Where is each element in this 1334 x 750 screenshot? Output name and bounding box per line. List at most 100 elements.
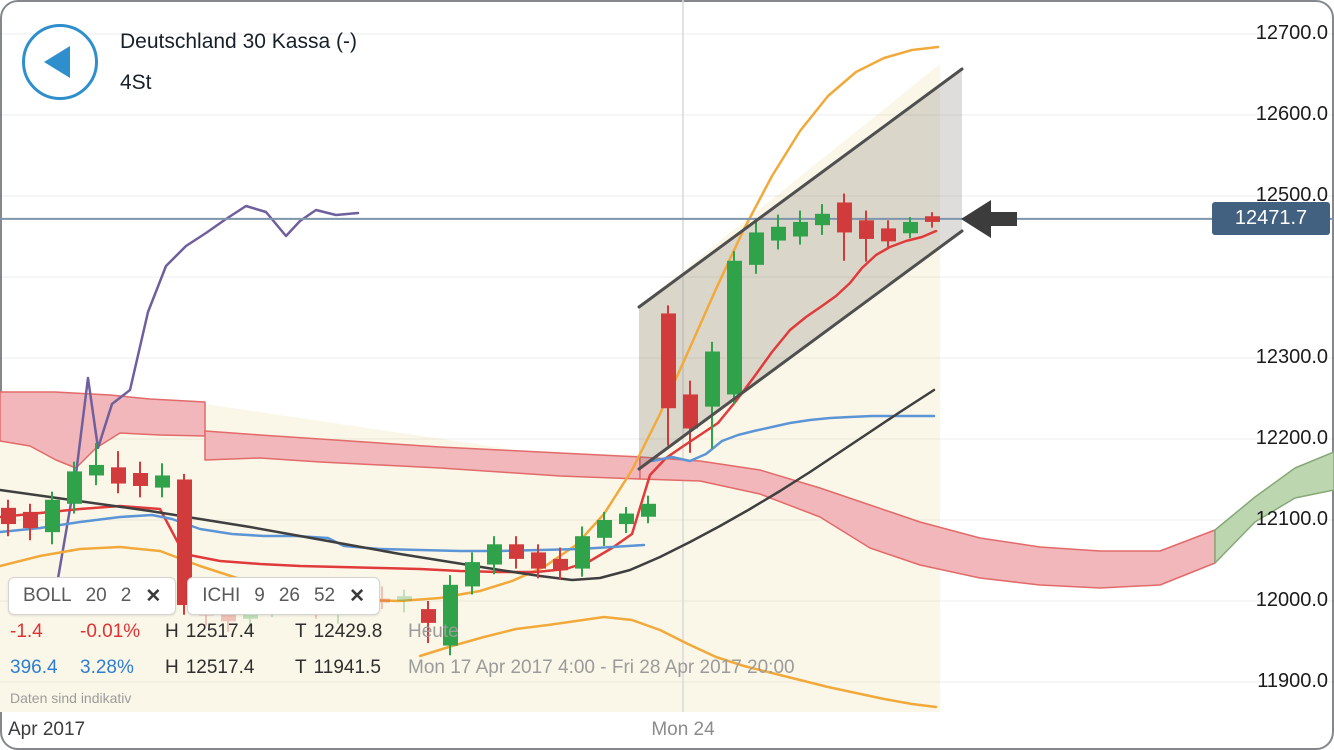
candle-body: [925, 216, 940, 222]
candle: [661, 305, 676, 446]
indicator-name: ICHI: [202, 585, 241, 606]
candle: [177, 473, 192, 615]
x-axis-label-day: Mon 24: [651, 719, 715, 740]
back-icon: [43, 46, 70, 78]
candle-body: [111, 467, 126, 484]
candle: [837, 193, 852, 261]
candle: [487, 536, 502, 575]
candle: [683, 380, 698, 453]
candle-body: [421, 609, 436, 623]
candle-body: [749, 232, 764, 265]
change-value: 396.4: [10, 657, 58, 678]
trend-channel-bottom-line: [637, 229, 964, 471]
change-percent: -0.01%: [80, 621, 141, 642]
candle-body: [705, 351, 720, 407]
current-price-badge: 12471.7: [1212, 201, 1330, 235]
chart-header: Deutschland 30 Kassa (-) 4St: [22, 24, 357, 100]
x-axis-label-month: Apr 2017: [8, 719, 86, 740]
change-value: -1.4: [10, 621, 43, 642]
candle-body: [553, 558, 568, 571]
change-percent: 3.28%: [80, 657, 134, 678]
candle: [509, 536, 524, 569]
candle-body: [133, 473, 148, 486]
candle-body: [221, 613, 236, 622]
candle: [397, 589, 412, 613]
period-label: Heute: [408, 621, 459, 642]
candle: [597, 511, 612, 546]
candle: [465, 552, 480, 595]
low-value: T 12429.8: [295, 621, 383, 642]
candle: [727, 251, 742, 405]
candle-body: [727, 260, 742, 395]
close-icon[interactable]: ✕: [145, 585, 162, 607]
stats-row-today: -1.4 -0.01% H 12517.4 T 12429.8 Heute: [10, 621, 459, 643]
candle: [89, 443, 104, 486]
indicator-param: 2: [120, 585, 132, 606]
candle-body: [375, 598, 390, 603]
indicator-chip-boll[interactable]: BOLL 20 2 ✕: [8, 577, 177, 615]
indicator-line-black: [0, 388, 936, 582]
candle: [111, 451, 126, 494]
high-value: H 12517.4: [165, 621, 255, 642]
stats-row-range: 396.4 3.28% H 12517.4 T 11941.5 Mon 17 Apr…: [10, 657, 795, 679]
candle: [553, 547, 568, 580]
low-value: T 11941.5: [295, 657, 381, 678]
candle-body: [793, 221, 808, 237]
candle: [641, 495, 656, 524]
candle-body: [815, 213, 830, 226]
candle-body: [531, 552, 546, 569]
candle-body: [397, 596, 412, 601]
ichimoku-cloud-green: [1214, 451, 1334, 564]
candle-body: [89, 464, 104, 476]
candle-body: [619, 513, 634, 525]
candle: [421, 601, 436, 644]
instrument-title: Deutschland 30 Kassa (-): [120, 30, 357, 53]
instrument-info: Deutschland 30 Kassa (-) 4St: [120, 30, 357, 95]
candle-body: [837, 202, 852, 233]
candle-body: [45, 499, 60, 533]
candle-body: [1, 507, 16, 525]
candle-body: [155, 475, 170, 488]
indicator-name: BOLL: [23, 585, 72, 606]
candle-body: [487, 544, 502, 565]
candle-body: [903, 221, 918, 234]
candle: [575, 526, 590, 577]
indicator-param: 9: [254, 585, 265, 606]
candle: [443, 575, 458, 656]
candle: [815, 204, 830, 235]
indicator-chips: BOLL 20 2 ✕ ICHI 9 26 52 ✕: [8, 577, 381, 615]
candle: [531, 544, 546, 579]
chart-background: [0, 64, 940, 712]
indicator-line-blue-right: [650, 414, 936, 463]
candle-body: [661, 313, 676, 409]
back-button[interactable]: [22, 24, 98, 100]
indicator-chip-ichi[interactable]: ICHI 9 26 52 ✕: [187, 577, 381, 615]
candle: [881, 220, 896, 248]
candle-body: [177, 479, 192, 606]
candle-body: [575, 536, 590, 569]
close-icon[interactable]: ✕: [349, 585, 366, 607]
candle: [903, 217, 918, 239]
candle: [1, 499, 16, 537]
candle: [375, 586, 390, 610]
candle: [133, 461, 148, 498]
candle-body: [67, 471, 82, 504]
candle: [793, 210, 808, 245]
candle-body: [23, 511, 38, 529]
candle: [749, 218, 764, 274]
candle-body: [509, 544, 524, 559]
price-arrow-icon: [961, 200, 1017, 238]
candle-body: [597, 520, 612, 538]
candle: [859, 210, 874, 262]
disclaimer-text: Daten sind indikativ: [10, 690, 132, 706]
candle: [67, 461, 82, 514]
candle-body: [465, 562, 480, 587]
candle: [705, 341, 720, 449]
candle: [619, 507, 634, 533]
candle: [45, 491, 60, 545]
candle-body: [881, 228, 896, 242]
indicator-param: 52: [313, 585, 336, 606]
candle-body: [771, 226, 786, 241]
